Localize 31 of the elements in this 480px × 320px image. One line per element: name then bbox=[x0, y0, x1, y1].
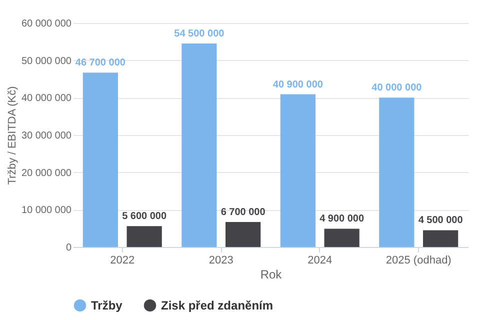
y-tick-label: 20 000 000 bbox=[21, 168, 72, 179]
data-label: 4 900 000 bbox=[320, 214, 364, 225]
bar bbox=[82, 72, 118, 247]
data-label: 40 900 000 bbox=[272, 79, 324, 90]
legend-label: Tržby bbox=[91, 298, 123, 312]
x-tick-label: 2023 bbox=[208, 254, 234, 266]
x-tick-label: 2024 bbox=[308, 254, 332, 266]
bar bbox=[226, 222, 261, 247]
bar bbox=[324, 228, 360, 247]
bar bbox=[280, 94, 316, 247]
y-tick-label: 40 000 000 bbox=[21, 93, 72, 104]
x-tick-label: 2022 bbox=[110, 254, 135, 266]
y-tick-label: 60 000 000 bbox=[21, 18, 72, 30]
data-label: 6 700 000 bbox=[220, 206, 266, 218]
y-tick-label: 50 000 000 bbox=[21, 56, 72, 67]
bar bbox=[379, 98, 414, 247]
x-axis-title: Rok bbox=[260, 268, 283, 282]
data-label: 54 500 000 bbox=[174, 28, 225, 40]
data-label: 4 500 000 bbox=[418, 215, 464, 226]
y-tick-label: 0 bbox=[66, 242, 72, 254]
y-tick-label: 30 000 000 bbox=[21, 130, 72, 142]
y-tick-label: 10 000 000 bbox=[21, 205, 72, 216]
bar bbox=[182, 44, 217, 247]
bar bbox=[423, 230, 458, 247]
bar bbox=[126, 226, 162, 247]
data-label: 5 600 000 bbox=[122, 211, 167, 222]
data-label: 46 700 000 bbox=[75, 58, 126, 69]
data-label: 40 000 000 bbox=[372, 82, 422, 94]
x-tick-label: 2025 (odhad) bbox=[386, 254, 452, 266]
legend-label: Zisk před zdaněním bbox=[161, 298, 274, 312]
y-axis-title: Tržby / EBITDA (Kč) bbox=[6, 86, 18, 185]
